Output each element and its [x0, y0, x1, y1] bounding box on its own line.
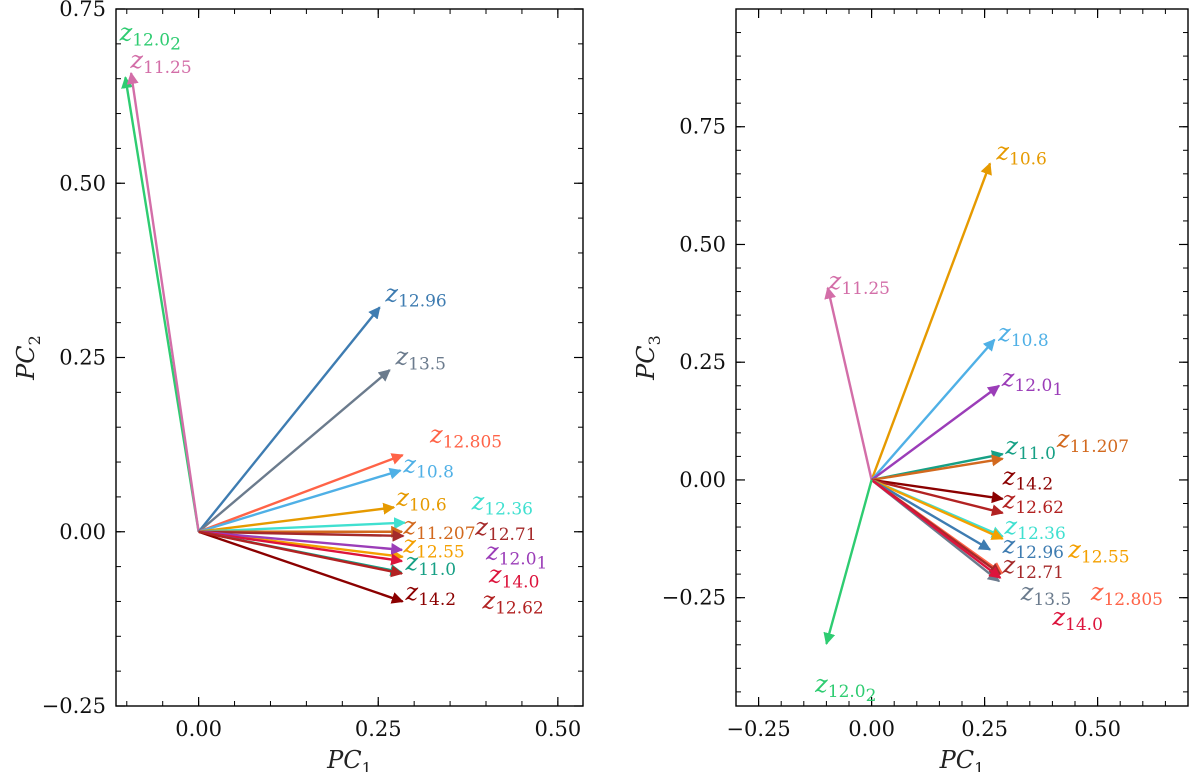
left-label-z10-8: z10.8 [402, 451, 454, 483]
left-vector-z10-8 [198, 467, 402, 533]
right-xtick-label: 0.00 [848, 717, 895, 741]
left-label-z14-0: z14.0 [488, 561, 540, 593]
left-label-z12-805: z12.805 [429, 421, 502, 453]
right-vector-z12-55 [871, 478, 1004, 540]
left-vector-z12-62 [198, 530, 404, 578]
right-label-z13-5: z13.5 [1020, 578, 1072, 610]
left-vector-z14-0 [198, 530, 404, 566]
left-vector-z14-2 [198, 530, 404, 604]
right-label-z11-25: z11.25 [828, 267, 890, 299]
right-label-z12-0-2: z12.02 [814, 670, 876, 706]
left-label-z11-25: z11.25 [129, 46, 191, 78]
right-vector-z12-62 [871, 478, 1004, 517]
left-xtick-label: 0.50 [534, 717, 581, 741]
left-vector-z11-25 [126, 71, 200, 532]
right-xtick-label: −0.25 [726, 717, 790, 741]
left-vector-z12-71 [198, 529, 405, 542]
right-label-z10-8: z10.8 [997, 319, 1049, 351]
right-y-axis-title: PC3 [632, 335, 664, 381]
left-label-z11-0: z11.0 [405, 548, 457, 580]
right-vector-z11-25 [824, 286, 873, 481]
right-ytick-label: 0.25 [679, 350, 726, 374]
left-vector-z12-36 [198, 517, 407, 533]
right-label-z12-55: z12.55 [1067, 536, 1129, 568]
right-label-z12-71: z12.71 [1002, 551, 1064, 583]
right-label-z11-0: z11.0 [1004, 432, 1056, 464]
right-label-z14-2: z14.2 [1002, 463, 1054, 495]
right-label-z11-207: z11.207 [1056, 425, 1129, 457]
left-xtick-label: 0.00 [175, 717, 222, 741]
right-label-z12-62: z12.62 [1002, 486, 1064, 518]
right-vector-z10-6 [870, 162, 992, 481]
left-label-z12-71: z12.71 [474, 513, 536, 545]
left-ytick-label: 0.25 [59, 346, 106, 370]
right-vector-z10-8 [870, 338, 996, 481]
left-vector-z13-5 [197, 369, 391, 533]
right-label-z12-0-1: z12.01 [1001, 364, 1063, 400]
right-ytick-label: −0.25 [662, 586, 726, 610]
right-vector-z11-207 [871, 454, 1004, 482]
left-ytick-label: −0.25 [42, 694, 106, 718]
left-vector-z10-6 [198, 502, 396, 533]
right-vector-z12-96 [870, 478, 992, 551]
left-biplot-panel: 0.00 0.25 0.50 −0.25 0.00 0.25 0.50 0.75 PC1 PC2 z… [12, 0, 584, 772]
right-label-z12-36: z12.36 [1003, 512, 1065, 544]
left-ytick-label: 0.50 [59, 171, 106, 195]
left-label-z10-6: z10.6 [395, 483, 447, 515]
right-label-z14-0: z14.0 [1051, 603, 1103, 635]
left-label-z13-5: z13.5 [394, 342, 446, 374]
left-label-z12-0-2: z12.02 [119, 18, 181, 54]
left-y-axis-title: PC2 [12, 335, 44, 381]
left-ytick-label: 0.75 [59, 0, 106, 21]
right-vector-z14-2 [871, 478, 1004, 504]
right-vector-z14-0 [870, 478, 1002, 579]
right-label-z10-6: z10.6 [995, 138, 1047, 170]
right-ytick-label: 0.75 [679, 115, 726, 139]
right-x-axis-title: PC1 [939, 746, 985, 772]
left-vector-z12-0-1 [198, 530, 404, 555]
left-vector-z12-96 [197, 306, 381, 533]
right-ytick-label: 0.00 [679, 468, 726, 492]
left-x-axis-title: PC1 [326, 746, 372, 772]
right-vector-z12-0-2 [823, 479, 873, 645]
right-vector-z12-0-1 [870, 384, 1001, 481]
left-label-z12-62: z12.62 [481, 586, 543, 618]
left-label-z12-36: z12.36 [471, 487, 533, 519]
left-label-z12-55: z12.55 [402, 531, 464, 563]
right-xtick-label: 0.25 [961, 717, 1008, 741]
left-label-z14-2: z14.2 [405, 578, 457, 610]
left-ytick-label: 0.00 [59, 520, 106, 544]
left-xtick-label: 0.25 [355, 717, 402, 741]
right-xtick-label: 0.50 [1074, 717, 1121, 741]
right-biplot-panel: −0.25 0.00 0.25 0.50 −0.25 0.00 0.25 0.50 0.75 PC… [632, 8, 1189, 772]
right-ytick-label: 0.50 [679, 232, 726, 256]
left-vector-z12-805 [198, 453, 404, 533]
right-label-z12-96: z12.96 [1002, 531, 1064, 563]
left-label-z11-207: z11.207 [402, 512, 475, 544]
right-label-z12-805: z12.805 [1090, 578, 1163, 610]
left-label-z12-96: z12.96 [384, 280, 446, 312]
left-label-z12-0-1: z12.01 [485, 538, 547, 574]
